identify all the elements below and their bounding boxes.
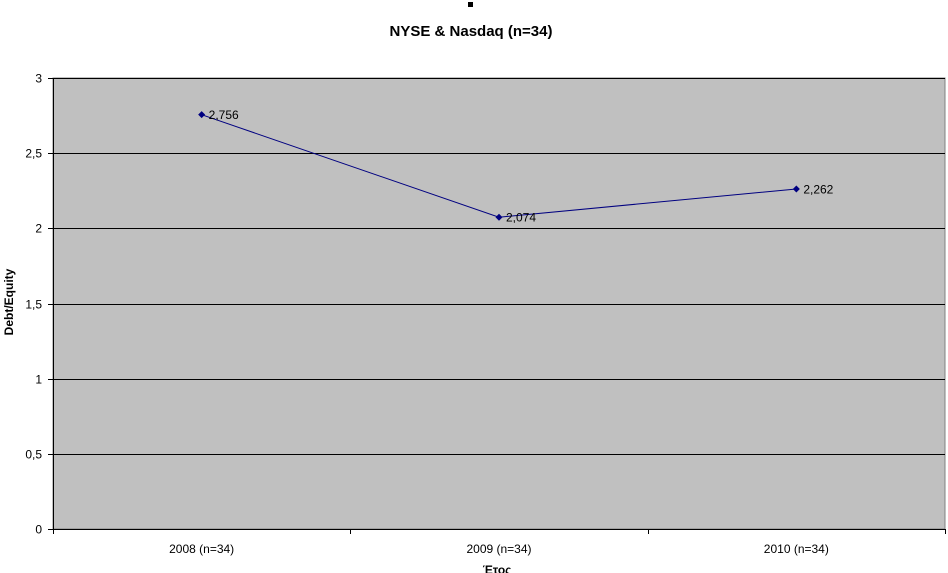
data-label-0: 2,756 [209, 108, 239, 122]
data-point-2 [792, 185, 800, 193]
y-tick-label-3: 1,5 [25, 298, 42, 312]
plot-area [52, 77, 946, 530]
y-axis-title: Debt/Equity [2, 268, 16, 335]
chart-title-marker [468, 2, 473, 7]
x-tick-label-1: 2009 (n=34) [466, 542, 531, 556]
y-tick-label-4: 2 [35, 222, 42, 236]
y-tick-label-0: 0 [35, 523, 42, 537]
y-tick-label-5: 2,5 [25, 147, 42, 161]
data-label-2: 2,262 [803, 182, 833, 196]
data-point-0 [198, 111, 206, 119]
gridlines [53, 78, 945, 455]
y-tick-labels: 0 0,5 1 1,5 2 2,5 3 [25, 72, 42, 537]
axes [48, 78, 946, 534]
x-axis-title: Έτος [483, 563, 512, 573]
chart-title: NYSE & Nasdaq (n=34) [390, 23, 553, 40]
data-label-1: 2,074 [506, 211, 536, 225]
y-tick-label-2: 1 [35, 373, 42, 387]
y-tick-label-6: 3 [35, 72, 42, 86]
x-tick-labels: 2008 (n=34) 2009 (n=34) 2010 (n=34) [169, 542, 829, 556]
data-point-1 [495, 213, 503, 221]
x-tick-label-0: 2008 (n=34) [169, 542, 234, 556]
y-tick-label-1: 0,5 [25, 448, 42, 462]
x-tick-label-2: 2010 (n=34) [764, 542, 829, 556]
series-layer: 2,756 2,074 2,262 [198, 108, 834, 225]
